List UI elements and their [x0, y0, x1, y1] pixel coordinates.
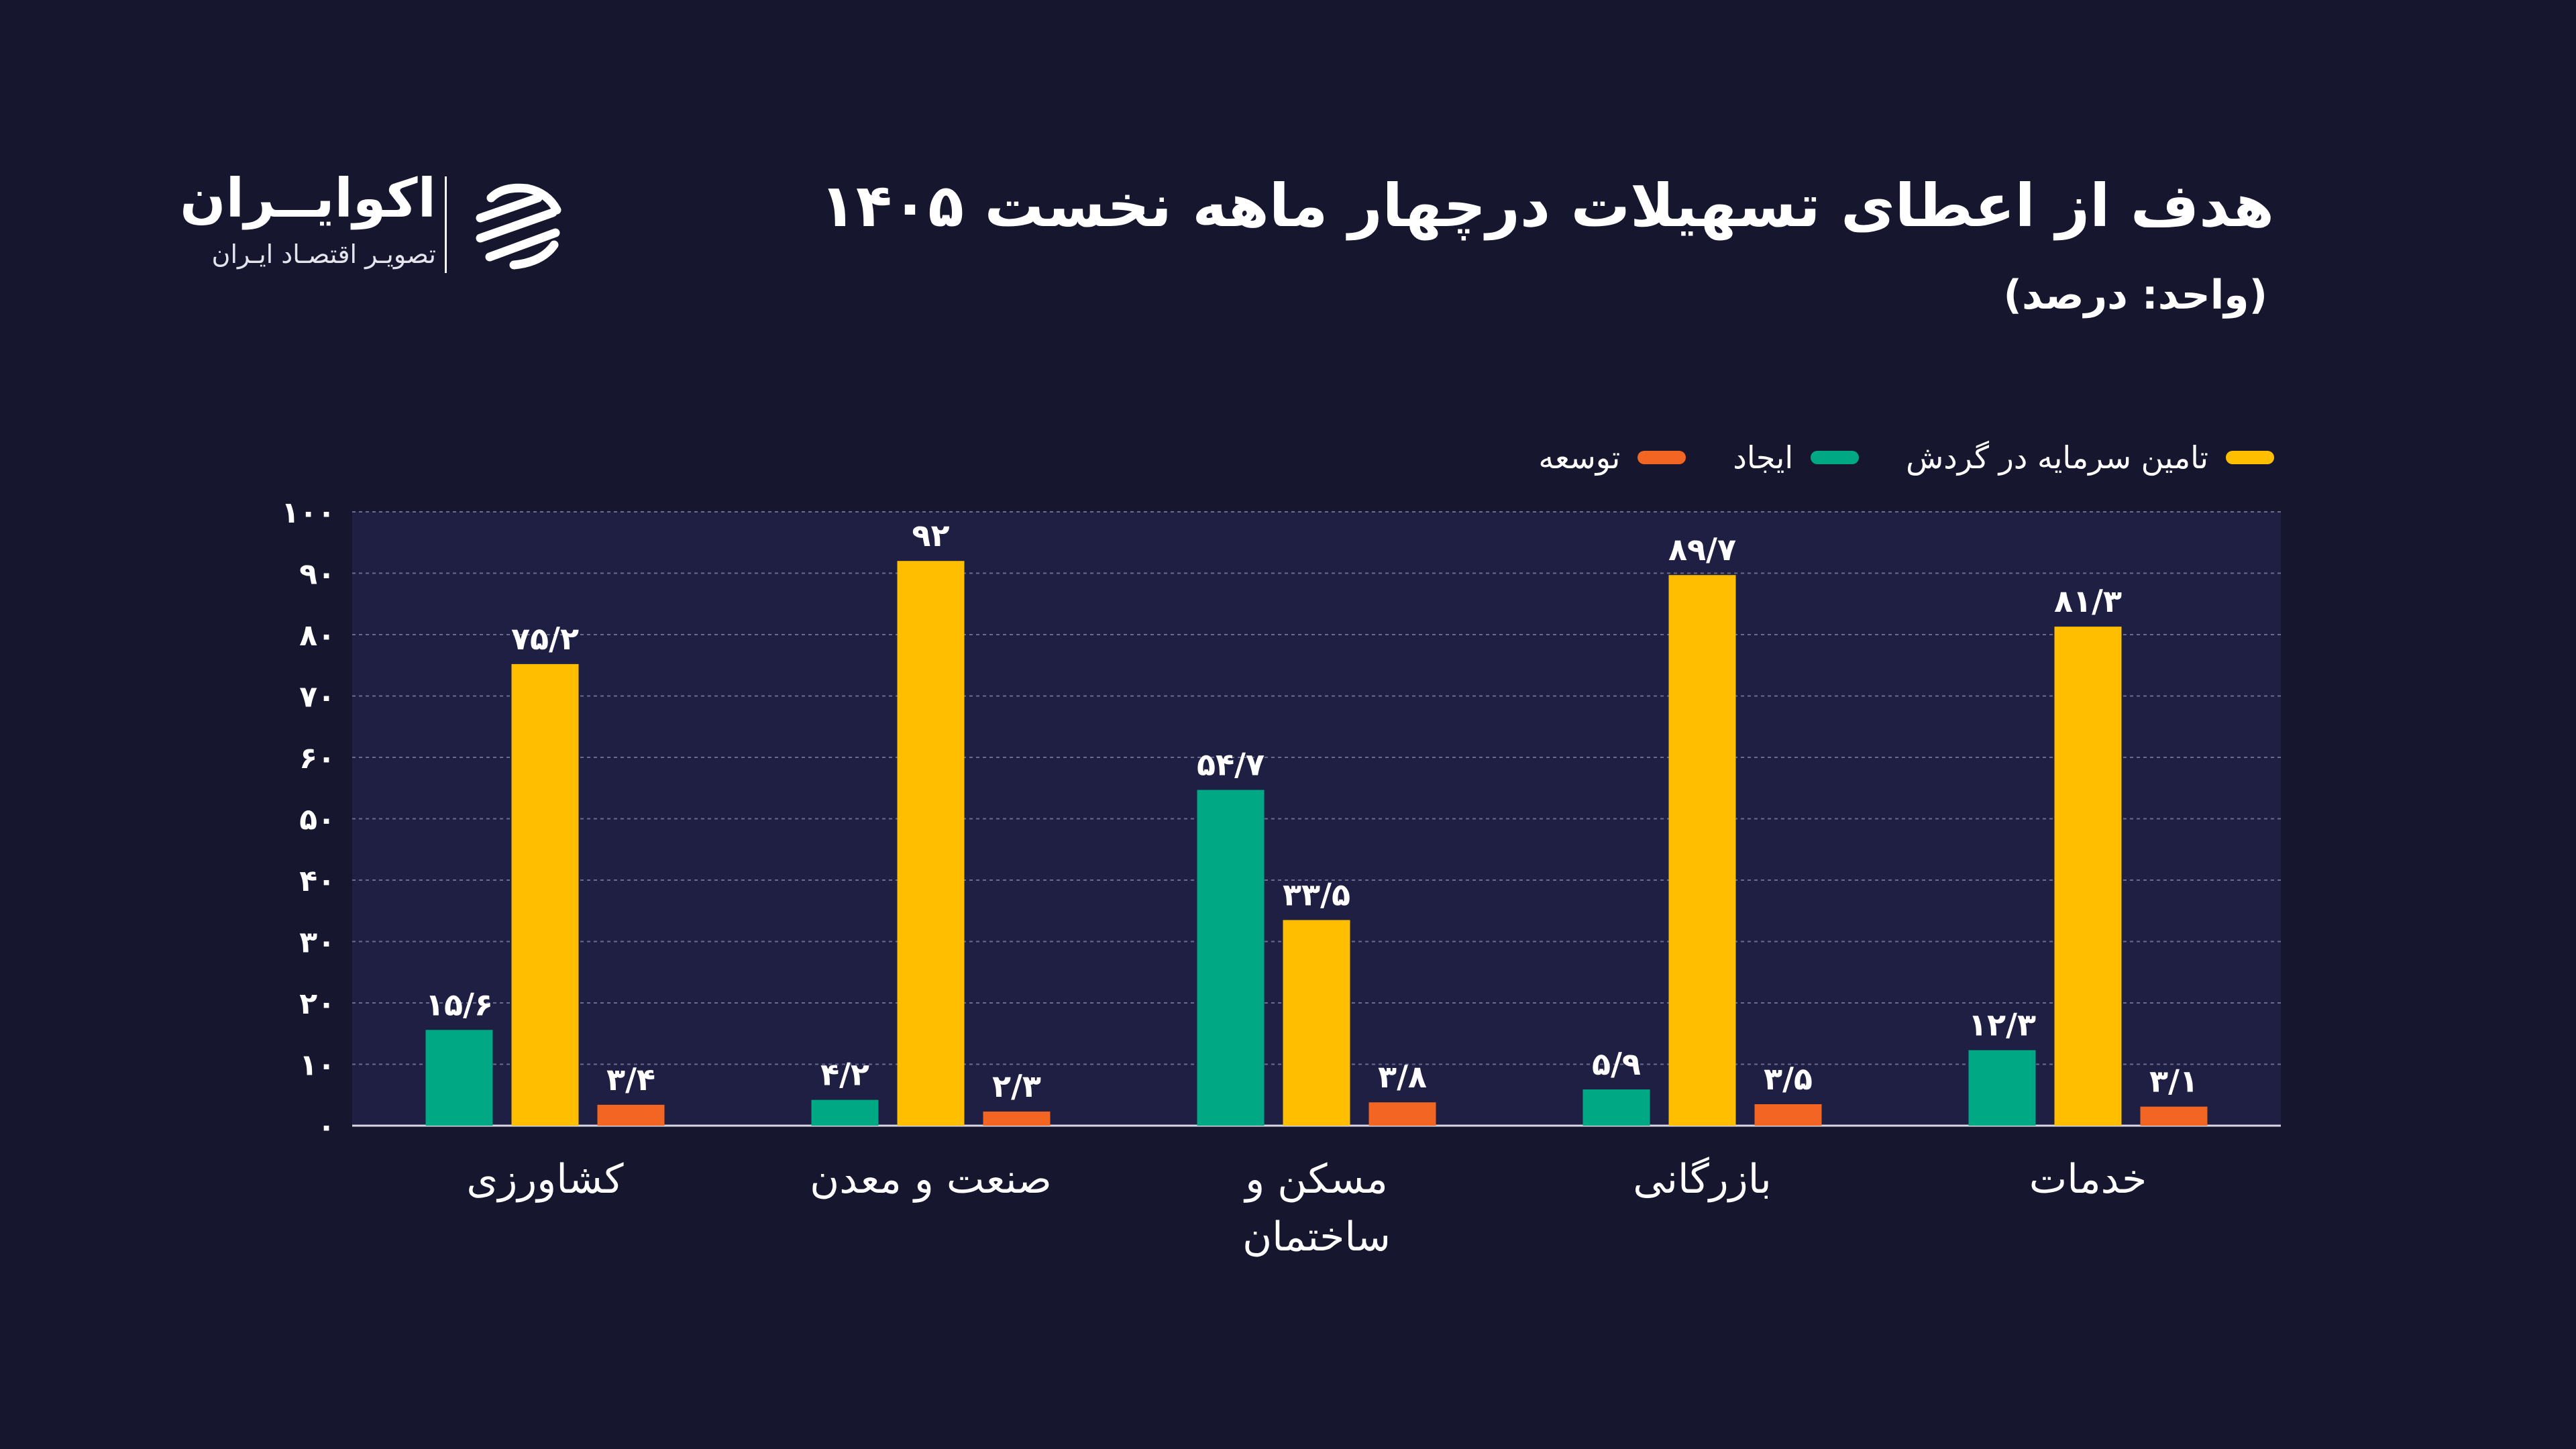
legend: تامین سرمایه در گردش ایجاد توسعه	[1538, 439, 2274, 476]
y-tick-label: ۳۰	[299, 926, 335, 960]
y-tick-label: ۷۰	[299, 680, 335, 714]
ecoiran-logo-icon	[476, 183, 561, 270]
y-tick-label: ۶۰	[299, 741, 335, 775]
legend-item-development: توسعه	[1538, 439, 1686, 476]
bar-value-label: ۵/۹	[1592, 1046, 1641, 1082]
bar-value-label: ۴/۲	[820, 1057, 869, 1093]
bar-value-label: ۸۱/۳	[2054, 583, 2122, 619]
bar	[1197, 790, 1265, 1126]
bar	[811, 1099, 879, 1126]
bar	[1582, 1089, 1650, 1126]
legend-item-working-capital: تامین سرمایه در گردش	[1906, 439, 2274, 476]
bar	[511, 663, 579, 1126]
bar-value-label: ۹۲	[912, 517, 949, 553]
x-category-label: کشاورزی	[466, 1156, 624, 1203]
bar	[983, 1111, 1051, 1126]
legend-swatch-development	[1638, 451, 1686, 464]
y-tick-label: ۵۰	[299, 803, 335, 837]
bar-value-label: ۳/۱	[2149, 1063, 2198, 1099]
legend-label-working-capital: تامین سرمایه در گردش	[1906, 439, 2208, 476]
x-category-label: صنعت و معدن	[810, 1156, 1052, 1203]
legend-item-creation: ایجاد	[1733, 439, 1860, 476]
x-category-label: مسکن و	[1243, 1156, 1388, 1203]
bar-value-label: ۳/۴	[606, 1061, 655, 1097]
y-tick-label: ۹۰	[299, 557, 335, 592]
bar	[1968, 1050, 2036, 1126]
bar	[1368, 1102, 1436, 1126]
logo: اکوایــران تصویـر اقتصـاد ایـران	[180, 167, 580, 278]
logo-tagline: تصویـر اقتصـاد ایـران	[211, 239, 436, 269]
x-category-label: خدمات	[2029, 1156, 2147, 1203]
bar-value-label: ۷۵/۲	[511, 621, 579, 657]
bar	[1754, 1104, 1822, 1126]
bar-value-label: ۵۴/۷	[1197, 746, 1265, 782]
logo-divider	[445, 176, 447, 273]
bar-value-label: ۳۳/۵	[1283, 876, 1350, 912]
bar	[1283, 920, 1350, 1126]
legend-swatch-working-capital	[2226, 451, 2274, 464]
bar-value-label: ۱۵/۶	[425, 986, 493, 1022]
bar-value-label: ۳/۸	[1378, 1059, 1427, 1095]
y-tick-label: ۸۰	[299, 619, 335, 653]
y-tick-label: ۱۰	[299, 1049, 335, 1083]
y-tick-label: ۱۰۰	[281, 496, 335, 530]
bar	[425, 1030, 493, 1126]
chart-subtitle: (واحد: درصد)	[2003, 272, 2267, 319]
legend-swatch-creation	[1811, 451, 1860, 464]
x-category-label: ساختمان	[1242, 1214, 1391, 1260]
x-category-label: بازرگانی	[1633, 1156, 1771, 1203]
chart-title: هدف از اعطای تسهیلات درچهار ماهه نخست ۱۴…	[820, 171, 2274, 240]
y-tick-label: ۰	[317, 1110, 335, 1144]
bar-value-label: ۳/۵	[1764, 1061, 1813, 1097]
legend-label-creation: ایجاد	[1733, 439, 1794, 476]
bar-value-label: ۲/۳	[992, 1068, 1041, 1104]
y-tick-label: ۲۰	[299, 987, 335, 1021]
bar	[2054, 627, 2122, 1126]
bar-value-label: ۱۲/۳	[1968, 1006, 2036, 1042]
legend-label-development: توسعه	[1538, 439, 1621, 476]
bar	[2140, 1106, 2208, 1126]
bar	[1668, 575, 1736, 1126]
y-tick-label: ۴۰	[299, 864, 335, 898]
bar	[897, 561, 965, 1126]
logo-name: اکوایــران	[180, 167, 436, 229]
bar	[597, 1104, 665, 1126]
bar-value-label: ۸۹/۷	[1668, 531, 1736, 568]
